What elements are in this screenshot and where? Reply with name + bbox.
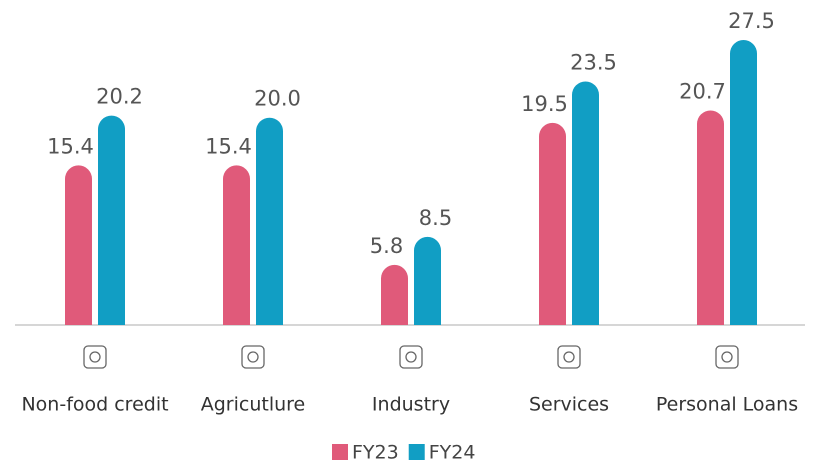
bar (381, 264, 408, 325)
category-icon (563, 351, 575, 363)
bar (572, 81, 599, 325)
category-icon (241, 345, 265, 369)
data-label: 15.4 (205, 134, 252, 158)
bar (730, 40, 757, 325)
data-label: 27.5 (728, 9, 775, 33)
legend-swatch (332, 444, 348, 460)
bar (98, 115, 125, 325)
legend-swatch (408, 444, 425, 460)
x-tick-label: Industry (372, 394, 450, 416)
data-label: 19.5 (521, 92, 568, 116)
category-icon (83, 345, 107, 369)
bar (256, 117, 283, 325)
x-tick-label: Services (529, 394, 609, 416)
data-label: 20.2 (96, 85, 143, 109)
x-tick-label: Personal Loans (656, 394, 798, 416)
data-label: 8.5 (419, 206, 452, 230)
data-label: 20.0 (254, 87, 301, 111)
x-tick-label: Non-food credit (21, 394, 168, 416)
category-icon (405, 351, 417, 363)
x-tick-label: Agricutlure (201, 394, 306, 416)
bar (697, 110, 724, 326)
category-icon (399, 345, 423, 369)
category-icon (557, 345, 581, 369)
legend-label: FY23 (352, 442, 399, 464)
bar (539, 122, 566, 325)
category-icon (721, 351, 733, 363)
bar (223, 165, 250, 325)
data-label: 23.5 (570, 50, 617, 74)
legend-label: FY24 (429, 442, 476, 464)
data-label: 15.4 (47, 134, 94, 158)
data-label: 5.8 (370, 234, 403, 258)
category-icon (89, 351, 101, 363)
data-label: 20.7 (679, 79, 726, 103)
bar (414, 236, 441, 325)
category-icon (247, 351, 259, 363)
bar (65, 165, 92, 325)
category-icon (715, 345, 739, 369)
